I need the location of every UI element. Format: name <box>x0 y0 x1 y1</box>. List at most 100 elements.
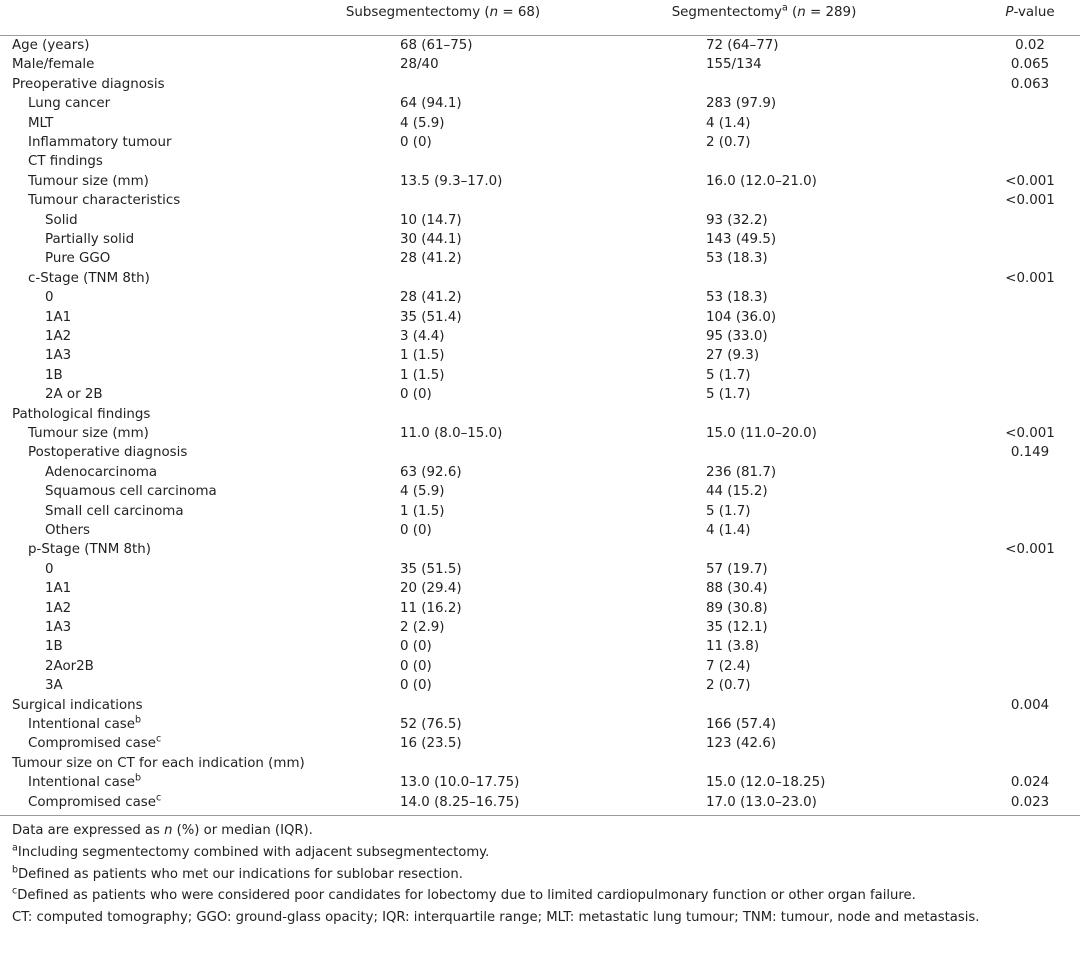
row-label-text: Lung cancer <box>28 96 111 112</box>
footnote-marker: c <box>156 733 162 745</box>
text-segment: a <box>12 842 18 854</box>
segmentectomy-cell: 89 (30.8) <box>706 600 768 616</box>
row-label-text: 1A2 <box>45 600 72 616</box>
row-label-text: CT findings <box>28 154 103 170</box>
row-label-text: 1A2 <box>45 329 72 344</box>
text-segment: Subsegmentectomy ( <box>345 5 490 20</box>
subsegmentectomy-cell: 28/40 <box>400 57 439 73</box>
row-label-text: 0 <box>45 290 54 306</box>
text-segment: n <box>164 823 173 838</box>
row-label-text: Intentional case <box>28 775 136 791</box>
subsegmentectomy-cell: 4 (5.9) <box>400 115 445 131</box>
row-label-text: Surgical indications <box>12 697 143 713</box>
row-label-text: Intentional case <box>28 717 136 732</box>
row-label: Pathological findings <box>12 405 150 425</box>
column-header: Segmentectomya (n = 289) <box>672 3 857 23</box>
p-value-cell: <0.001 <box>1005 270 1055 286</box>
row-label-text: 3A <box>45 678 63 694</box>
row-label-text: MLT <box>28 115 54 131</box>
row-label-text: Small cell carcinoma <box>45 503 184 519</box>
segmentectomy-cell: 53 (18.3) <box>706 290 768 306</box>
segmentectomy-cell: 5 (1.7) <box>706 367 751 383</box>
subsegmentectomy-cell: 10 (14.7) <box>400 212 462 228</box>
subsegmentectomy-cell: 4 (5.9) <box>400 484 445 500</box>
segmentectomy-cell: 72 (64–77) <box>706 38 779 53</box>
row-label-text: 1A1 <box>45 309 72 325</box>
header-rule <box>0 35 1080 36</box>
row-label: 1A2 <box>45 327 71 347</box>
text-segment: Defined as patients who met our indicati… <box>18 866 463 882</box>
segmentectomy-cell: 143 (49.5) <box>706 232 777 247</box>
row-label: Compromised casec <box>28 734 161 754</box>
row-label: 0 <box>45 560 54 580</box>
row-label-text: p-Stage (TNM 8th) <box>28 542 151 558</box>
subsegmentectomy-cell: 0 (0) <box>400 678 432 694</box>
subsegmentectomy-cell: 1 (1.5) <box>400 503 445 519</box>
column-header: Subsegmentectomy (n = 68) <box>346 3 540 23</box>
row-label: Tumour size (mm) <box>28 424 149 444</box>
subsegmentectomy-cell: 11 (16.2) <box>400 600 462 616</box>
subsegmentectomy-cell: 11.0 (8.0–15.0) <box>400 426 503 441</box>
segmentectomy-cell: 2 (0.7) <box>706 678 751 694</box>
subsegmentectomy-cell: 1 (1.5) <box>400 348 445 364</box>
text-segment: -value <box>1013 5 1055 20</box>
segmentectomy-cell: 27 (9.3) <box>706 348 760 364</box>
segmentectomy-cell: 7 (2.4) <box>706 658 751 674</box>
subsegmentectomy-cell: 28 (41.2) <box>400 290 462 306</box>
row-label: Male/female <box>12 55 94 75</box>
row-label: 1A1 <box>45 579 71 599</box>
segmentectomy-cell: 5 (1.7) <box>706 503 751 519</box>
segmentectomy-cell: 15.0 (11.0–20.0) <box>706 426 817 441</box>
row-label: Intentional caseb <box>28 715 141 735</box>
row-label-text: 0 <box>45 561 54 577</box>
row-label-text: Tumour size on CT for each indication (m… <box>12 755 305 771</box>
segmentectomy-cell: 104 (36.0) <box>706 309 777 325</box>
row-label-text: 1A1 <box>45 581 72 597</box>
row-label-text: Postoperative diagnosis <box>28 445 188 461</box>
row-label-text: Tumour size (mm) <box>28 173 149 189</box>
row-label-text: 1B <box>45 639 63 655</box>
row-label-text: Inflammatory tumour <box>28 135 172 150</box>
row-label-text: 1A3 <box>45 620 72 635</box>
row-label-text: c-Stage (TNM 8th) <box>28 270 150 286</box>
subsegmentectomy-cell: 20 (29.4) <box>400 581 462 597</box>
subsegmentectomy-cell: 13.0 (10.0–17.75) <box>400 775 520 791</box>
row-label: 1B <box>45 366 63 386</box>
segmentectomy-cell: 88 (30.4) <box>706 581 768 597</box>
segmentectomy-cell: 53 (18.3) <box>706 251 768 267</box>
row-label-text: 1A3 <box>45 348 72 364</box>
row-label-text: Squamous cell carcinoma <box>45 484 217 500</box>
subsegmentectomy-cell: 68 (61–75) <box>400 38 473 53</box>
p-value-cell: <0.001 <box>1005 426 1055 441</box>
footnote: Data are expressed as n (%) or median (I… <box>12 821 313 841</box>
segmentectomy-cell: 95 (33.0) <box>706 329 768 344</box>
subsegmentectomy-cell: 3 (4.4) <box>400 329 445 344</box>
row-label: 1A1 <box>45 308 71 328</box>
row-label: Postoperative diagnosis <box>28 443 187 463</box>
row-label: 1A3 <box>45 618 71 638</box>
row-label: Lung cancer <box>28 94 110 114</box>
row-label: Adenocarcinoma <box>45 463 157 483</box>
row-label-text: Partially solid <box>45 232 135 247</box>
p-value-cell: 0.024 <box>1010 775 1050 791</box>
row-label: Tumour characteristics <box>28 191 180 211</box>
table-bottom-rule <box>0 815 1080 816</box>
segmentectomy-cell: 2 (0.7) <box>706 135 751 150</box>
subsegmentectomy-cell: 35 (51.4) <box>400 309 462 325</box>
segmentectomy-cell: 57 (19.7) <box>706 561 768 577</box>
subsegmentectomy-cell: 0 (0) <box>400 639 432 655</box>
footnote: cDefined as patients who were considered… <box>12 886 916 906</box>
row-label-text: Tumour size (mm) <box>28 426 149 441</box>
footnote: CT: computed tomography; GGO: ground-gla… <box>12 908 979 928</box>
row-label-text: 2A or 2B <box>45 387 103 403</box>
segmentectomy-cell: 4 (1.4) <box>706 523 751 538</box>
text-segment: = 68) <box>498 5 541 20</box>
subsegmentectomy-cell: 0 (0) <box>400 135 432 150</box>
text-segment: Including segmentectomy combined with ad… <box>17 844 490 860</box>
segmentectomy-cell: 15.0 (12.0–18.25) <box>706 775 826 791</box>
row-label-text: Tumour characteristics <box>28 193 181 209</box>
text-segment: ( <box>787 5 798 20</box>
row-label-text: Male/female <box>12 57 95 73</box>
subsegmentectomy-cell: 63 (92.6) <box>400 464 462 480</box>
footnote: bDefined as patients who met our indicat… <box>12 865 463 885</box>
